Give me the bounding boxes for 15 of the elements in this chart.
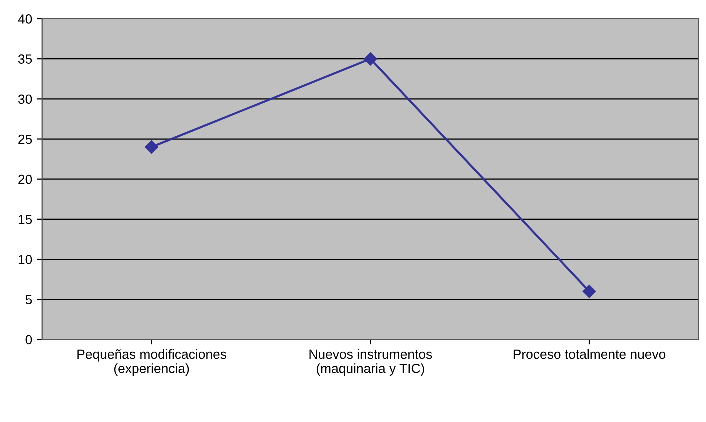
point [582,285,596,298]
point [145,140,158,154]
y-tick-label: 15 [18,215,32,224]
y-tick-label: 40 [18,14,32,24]
x-tick-label: Proceso totalmente nuevo [514,349,666,360]
y-tick-label: 35 [18,54,32,64]
y-tick-label: 0 [26,335,32,345]
y-tick-label: 30 [18,94,32,104]
y-tick-label: 20 [18,174,32,184]
point [364,52,378,66]
x-tick-label: Nuevos instrumentos (maquinaria y TIC) [310,349,432,376]
y-tick-label: 5 [26,295,32,305]
y-tick-label: 25 [18,134,32,144]
x-tick-label: Pequeñas modificaciones (experiencia) [78,349,226,376]
y-tick-label: 10 [18,255,32,264]
